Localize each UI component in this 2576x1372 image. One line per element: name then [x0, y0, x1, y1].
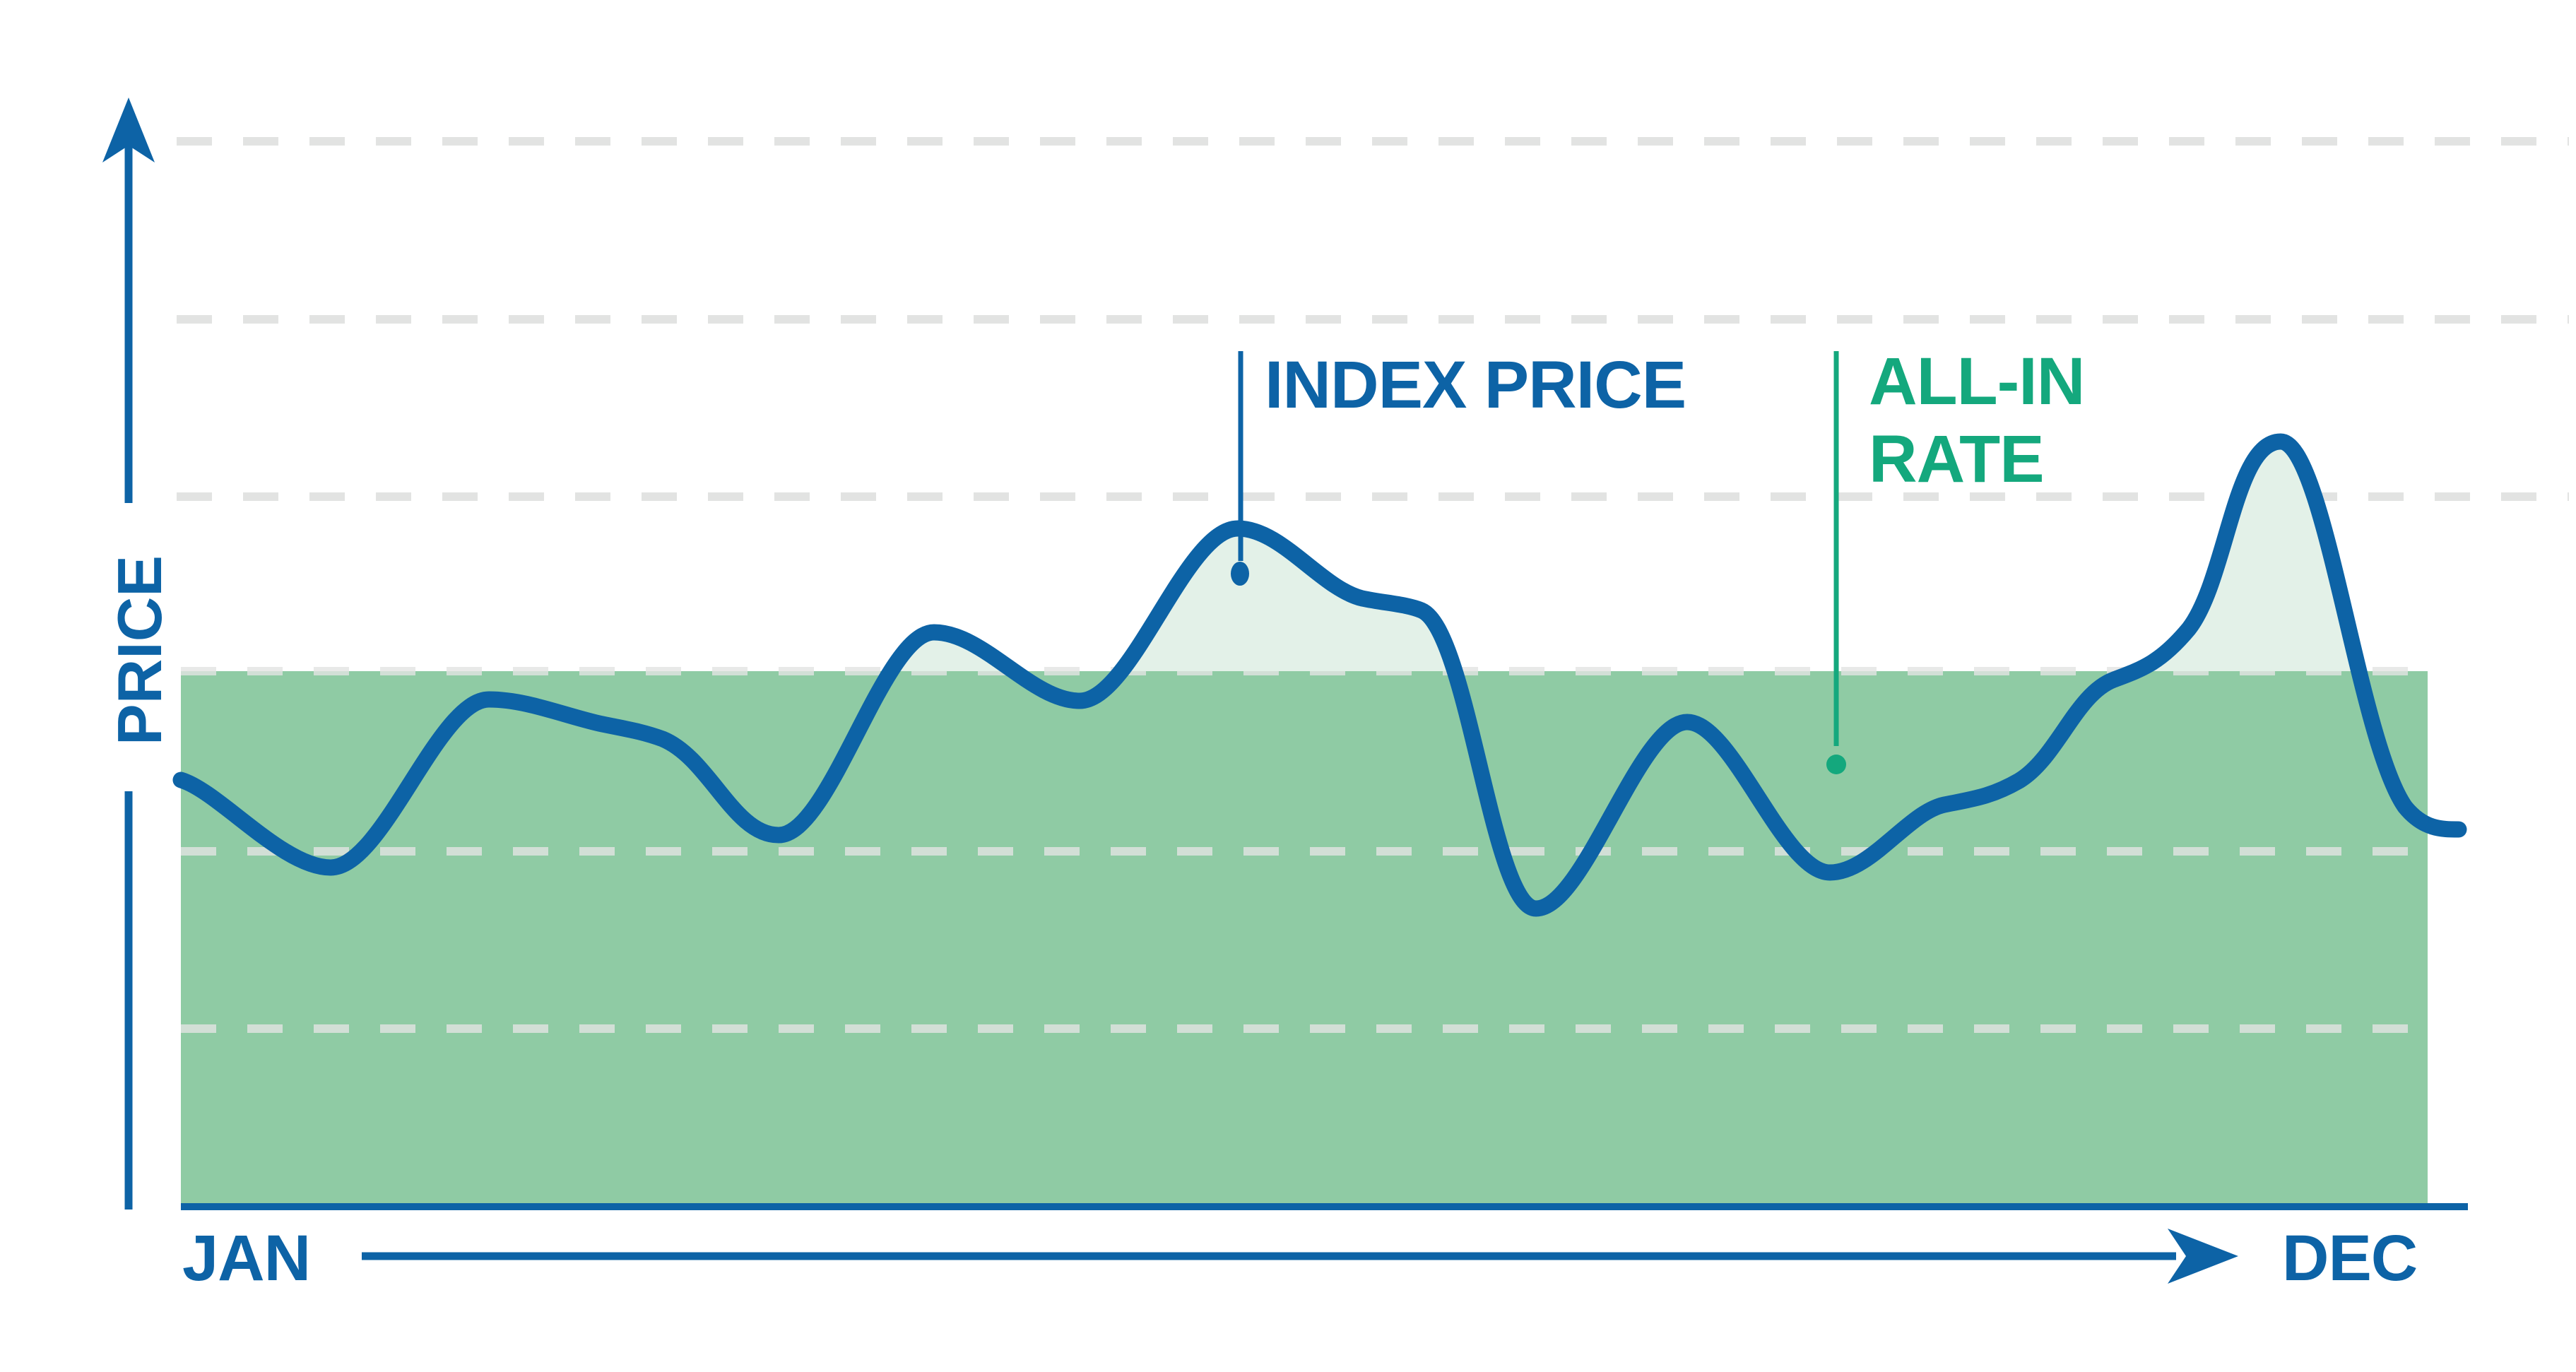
x-axis: JAN DEC	[182, 1222, 2418, 1294]
index-price-curve	[172, 433, 2467, 917]
index-price-callout: INDEX PRICE	[1231, 348, 1686, 586]
index-price-overflow-fill	[181, 442, 2459, 671]
all-in-rate-dot	[1826, 755, 1846, 774]
all-in-rate-band	[181, 671, 2428, 1205]
index-price-label: INDEX PRICE	[1265, 348, 1686, 422]
y-axis-label: PRICE	[105, 555, 175, 745]
all-in-rate-label-line2: RATE	[1869, 422, 2044, 497]
index-price-dot	[1231, 562, 1249, 586]
x-axis-arrow-icon	[2168, 1229, 2238, 1284]
y-axis: PRICE	[102, 97, 175, 1210]
all-in-rate-callout: ALL-IN RATE	[1826, 344, 2085, 774]
all-in-rate-label-line1: ALL-IN	[1869, 344, 2084, 419]
x-axis-start-label: JAN	[182, 1222, 310, 1294]
y-axis-arrow-icon	[102, 97, 155, 162]
x-axis-end-label: DEC	[2282, 1222, 2417, 1294]
